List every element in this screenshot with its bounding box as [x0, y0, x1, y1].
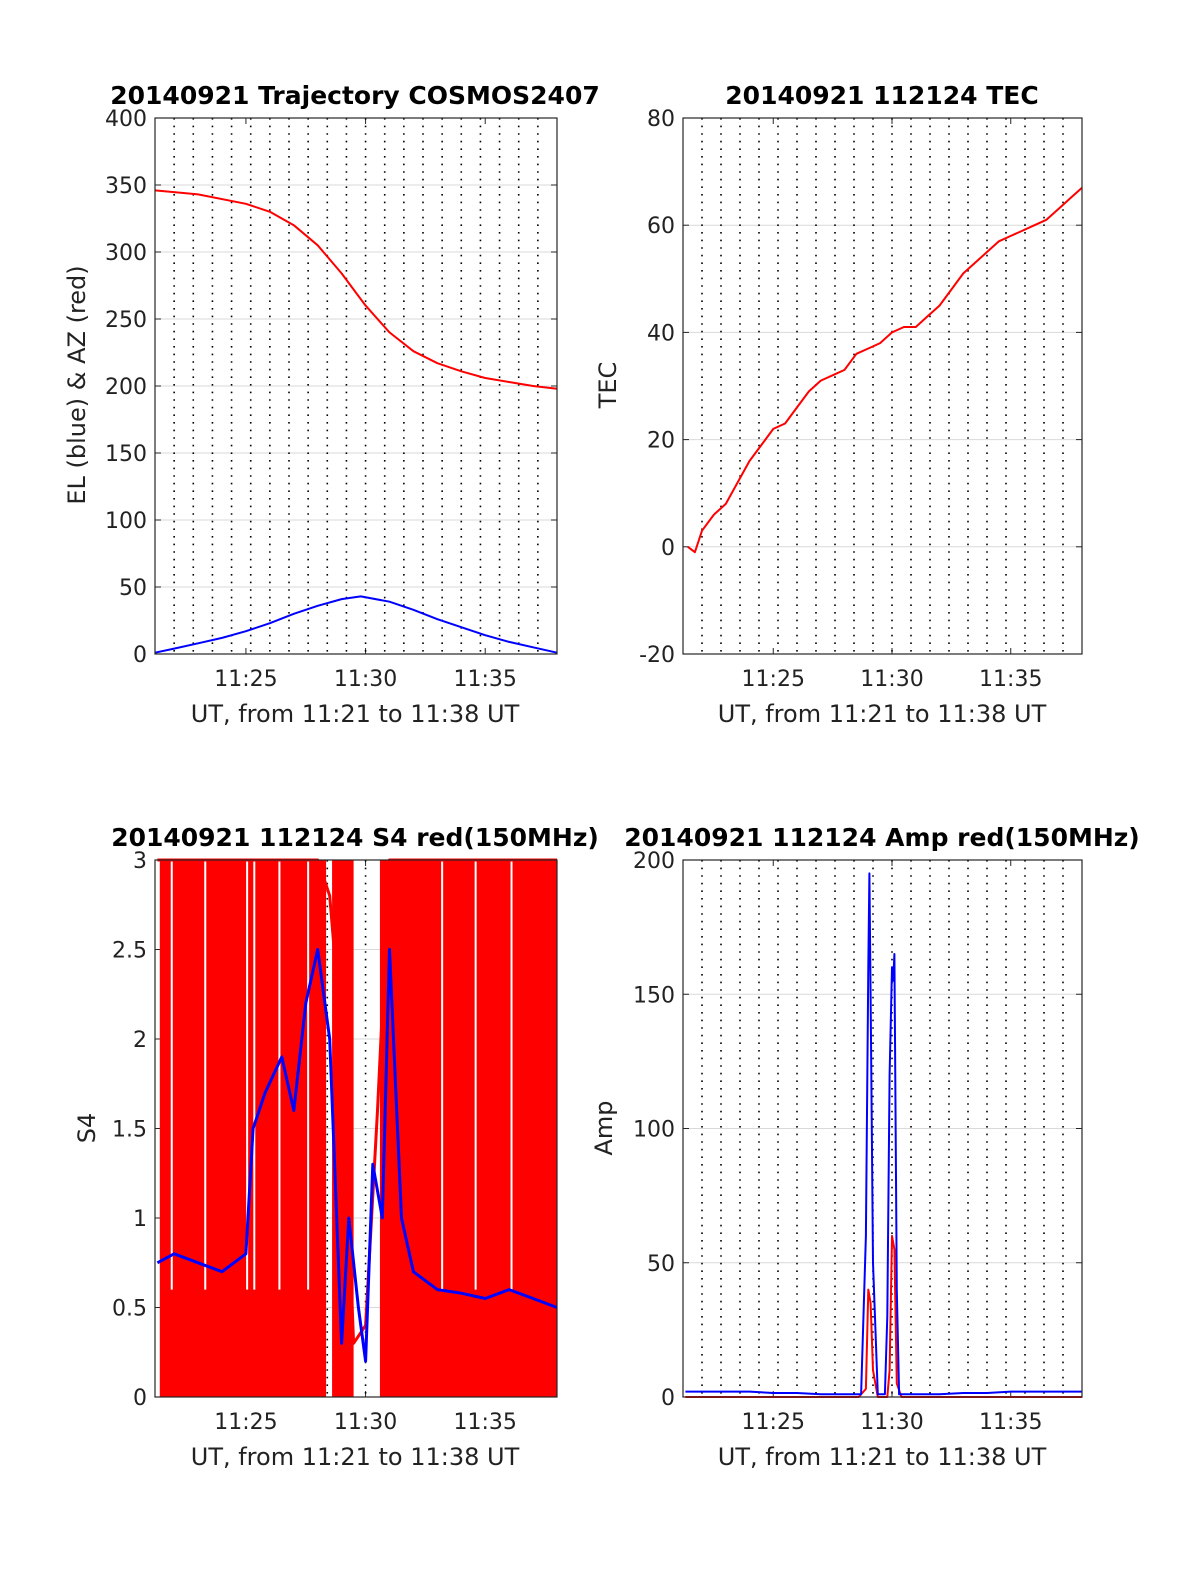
trajectory-xtick-label: 11:30 — [334, 667, 397, 692]
amp-axes-frame — [682, 859, 1083, 1398]
panel-amp-xlabel: UT, from 11:21 to 11:38 UT — [718, 1443, 1047, 1471]
trajectory-ytick-label: 0 — [133, 643, 147, 668]
amp-xtick-label: 11:35 — [979, 1410, 1042, 1435]
amp-xtick-label: 11:25 — [742, 1410, 805, 1435]
panel-trajectory-ylabel: EL (blue) & AZ (red) — [63, 265, 91, 504]
panel-tec-title: 20140921 112124 TEC — [725, 81, 1038, 110]
panel-trajectory-plot-area: 0 50 100 150 200 250 300 350 400 11:25 11:30 11:35 — [105, 107, 558, 692]
s4-red-dense-band — [159, 860, 327, 1397]
panel-s4-plot-area: 0 0.5 1 1.5 2 2.5 3 11:25 11:30 11:35 — [112, 849, 558, 1435]
trajectory-xtick-label: 11:25 — [214, 667, 277, 692]
trajectory-ytick-label: 300 — [105, 241, 147, 266]
panel-s4-xlabel: UT, from 11:21 to 11:38 UT — [191, 1443, 520, 1471]
panel-amp-title: 20140921 112124 Amp red(150MHz) — [624, 823, 1140, 852]
panel-tec: 20140921 112124 TEC UT, from 11:21 to 11… — [594, 81, 1083, 728]
panel-s4: 20140921 112124 S4 red(150MHz) UT, from … — [73, 823, 599, 1471]
s4-ytick-label: 2.5 — [112, 939, 147, 964]
trajectory-series-red-line — [154, 189, 558, 390]
tec-ytick-label: 60 — [647, 214, 675, 239]
s4-series-blue-line — [156, 948, 558, 1363]
s4-ytick-label: 0 — [133, 1386, 147, 1411]
s4-ytick-label: 1 — [133, 1207, 147, 1232]
tec-ytick-label: 0 — [661, 536, 675, 561]
trajectory-ytick-label: 150 — [105, 442, 147, 467]
amp-xtick-label: 11:30 — [860, 1410, 923, 1435]
s4-red-dense-band — [379, 860, 557, 1397]
trajectory-axes-frame — [154, 117, 558, 655]
panel-tec-ylabel: TEC — [594, 362, 622, 410]
tec-ytick-label: 80 — [647, 107, 675, 132]
amp-ytick-label: 150 — [633, 983, 675, 1008]
trajectory-ytick-label: 250 — [105, 308, 147, 333]
panel-trajectory-title: 20140921 Trajectory COSMOS2407 — [110, 81, 600, 110]
tec-xtick-label: 11:30 — [860, 667, 923, 692]
amp-series-blue-line — [685, 872, 1082, 1396]
s4-axes-frame — [154, 859, 558, 1398]
tec-ytick-label: 20 — [647, 429, 675, 454]
s4-ytick-label: 0.5 — [112, 1297, 147, 1322]
panel-tec-plot-area: -20 0 20 40 60 80 11:25 11:30 11:35 — [639, 107, 1083, 692]
trajectory-ytick-label: 50 — [119, 576, 147, 601]
panel-trajectory: 20140921 Trajectory COSMOS2407 UT, from … — [63, 81, 600, 728]
amp-ytick-label: 200 — [633, 849, 675, 874]
amp-ytick-label: 100 — [633, 1118, 675, 1143]
panel-amp-plot-area: 0 50 100 150 200 11:25 11:30 11:35 — [633, 849, 1083, 1435]
s4-ytick-label: 3 — [133, 849, 147, 874]
tec-xtick-label: 11:25 — [742, 667, 805, 692]
trajectory-series-blue-line — [154, 595, 558, 654]
panel-trajectory-xlabel: UT, from 11:21 to 11:38 UT — [191, 700, 520, 728]
amp-ytick-label: 0 — [661, 1386, 675, 1411]
panel-amp: 20140921 112124 Amp red(150MHz) UT, from… — [590, 823, 1140, 1471]
trajectory-ytick-label: 350 — [105, 174, 147, 199]
s4-xtick-label: 11:30 — [334, 1410, 397, 1435]
tec-xtick-label: 11:35 — [979, 667, 1042, 692]
trajectory-ytick-label: 100 — [105, 509, 147, 534]
panel-tec-xlabel: UT, from 11:21 to 11:38 UT — [718, 700, 1047, 728]
s4-xtick-label: 11:25 — [214, 1410, 277, 1435]
trajectory-ytick-label: 400 — [105, 107, 147, 132]
trajectory-xtick-label: 11:35 — [454, 667, 517, 692]
s4-xtick-label: 11:35 — [454, 1410, 517, 1435]
tec-ytick-label: -20 — [639, 643, 675, 668]
s4-ytick-label: 1.5 — [112, 1118, 147, 1143]
s4-ytick-label: 2 — [133, 1028, 147, 1053]
amp-ytick-label: 50 — [647, 1252, 675, 1277]
tec-ytick-label: 40 — [647, 321, 675, 346]
tec-axes-frame — [682, 117, 1083, 655]
panel-s4-title: 20140921 112124 S4 red(150MHz) — [111, 823, 599, 852]
tec-series-red-line — [687, 186, 1083, 554]
panel-amp-ylabel: Amp — [590, 1100, 618, 1155]
panel-s4-ylabel: S4 — [73, 1113, 101, 1144]
trajectory-ytick-label: 200 — [105, 375, 147, 400]
